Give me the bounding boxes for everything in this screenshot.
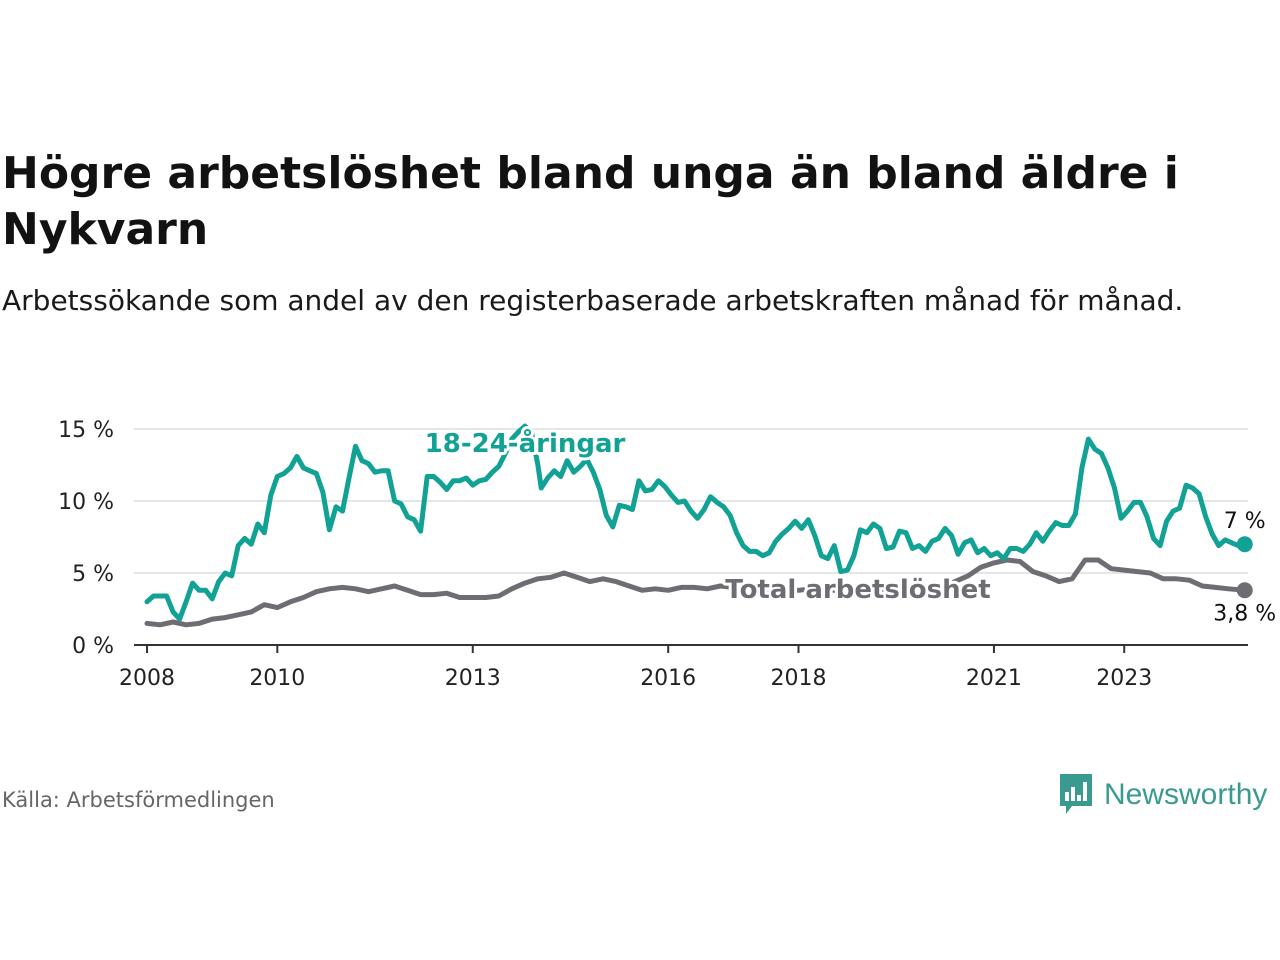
y-tick-label: 10 %: [58, 490, 114, 515]
y-tick-label: 15 %: [58, 418, 114, 443]
brand-name: Newsworthy: [1104, 778, 1268, 811]
x-tick-label: 2021: [966, 666, 1022, 691]
axis-layer: 0 % 5 % 10 % 15 % 2008 2010 2013 2016 2018 2021 20…: [58, 418, 1248, 691]
newsworthy-logo-icon: [1060, 774, 1092, 814]
chart-subtitle: Arbetssökande som andel av den registerb…: [2, 284, 1184, 317]
series-end-dot-youth: [1236, 536, 1253, 553]
newsworthy-logo: Newsworthy: [1058, 772, 1267, 818]
chart-title: Högre arbetslöshet bland unga än bland ä…: [2, 148, 1179, 255]
x-tick-label: 2016: [640, 666, 696, 691]
y-tick-label: 0 %: [72, 634, 114, 659]
x-tick-label: 2018: [770, 666, 826, 691]
x-tick-label: 2023: [1096, 666, 1152, 691]
x-tick-label: 2010: [249, 666, 305, 691]
series-end-label-youth: 7 %: [1224, 509, 1266, 534]
x-tick-label: 2008: [119, 666, 175, 691]
label-layer: 18-24-åringar Total arbetslöshet 7 % 3,8 %: [422, 424, 1279, 629]
series-line-youth: [144, 423, 1248, 622]
x-tick-label: 2013: [445, 666, 501, 691]
series-line-total: [144, 557, 1248, 628]
grid-layer: [134, 428, 1248, 574]
y-tick-label: 5 %: [72, 562, 114, 587]
series-layer: [144, 423, 1253, 628]
series-name-label-youth: 18-24-åringar: [425, 427, 626, 459]
series-end-label-total: 3,8 %: [1213, 601, 1276, 626]
source-note: Källa: Arbetsförmedlingen: [2, 788, 275, 812]
series-name-label-total: Total arbetslöshet: [725, 575, 990, 605]
series-end-dot-total: [1236, 582, 1253, 599]
line-chart: 0 % 5 % 10 % 15 % 2008 2010 2013 2016 2018 2021 20…: [58, 418, 1279, 691]
